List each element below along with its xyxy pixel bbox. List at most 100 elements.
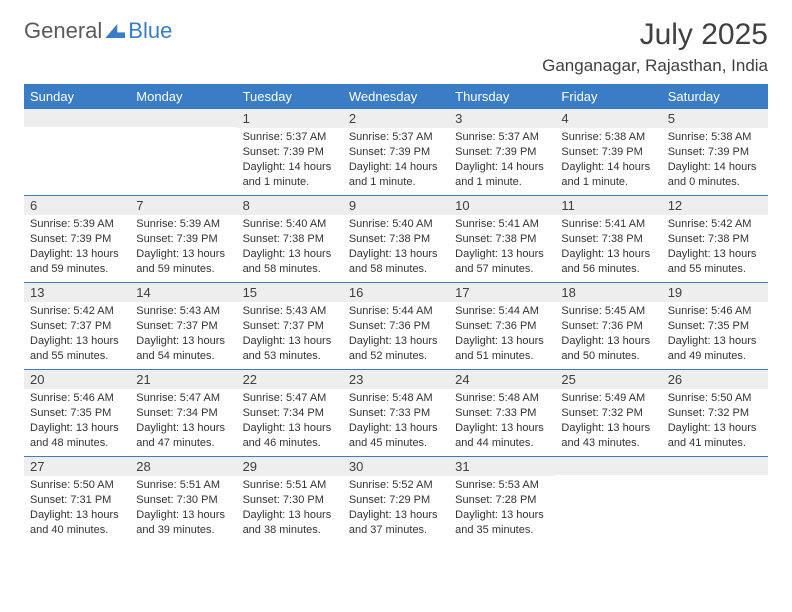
- detail-line: Sunrise: 5:52 AM: [349, 478, 443, 493]
- detail-line: Sunrise: 5:43 AM: [136, 304, 230, 319]
- detail-line: Daylight: 14 hours: [561, 160, 655, 175]
- detail-line: Sunrise: 5:48 AM: [349, 391, 443, 406]
- detail-line: Daylight: 13 hours: [136, 421, 230, 436]
- day-number: 23: [343, 370, 449, 389]
- detail-line: Sunrise: 5:38 AM: [668, 130, 762, 145]
- detail-line: and 49 minutes.: [668, 349, 762, 364]
- day-details: Sunrise: 5:37 AMSunset: 7:39 PMDaylight:…: [449, 128, 555, 193]
- day-cell: 16Sunrise: 5:44 AMSunset: 7:36 PMDayligh…: [343, 283, 449, 369]
- detail-line: and 51 minutes.: [455, 349, 549, 364]
- day-number: 16: [343, 283, 449, 302]
- day-cell: 28Sunrise: 5:51 AMSunset: 7:30 PMDayligh…: [130, 457, 236, 543]
- day-number: 11: [555, 196, 661, 215]
- week-row: 27Sunrise: 5:50 AMSunset: 7:31 PMDayligh…: [24, 457, 768, 543]
- day-cell: 26Sunrise: 5:50 AMSunset: 7:32 PMDayligh…: [662, 370, 768, 456]
- detail-line: Sunset: 7:30 PM: [243, 493, 337, 508]
- day-cell: 29Sunrise: 5:51 AMSunset: 7:30 PMDayligh…: [237, 457, 343, 543]
- day-cell: 1Sunrise: 5:37 AMSunset: 7:39 PMDaylight…: [237, 109, 343, 195]
- detail-line: Daylight: 13 hours: [136, 508, 230, 523]
- day-number: 5: [662, 109, 768, 128]
- day-number: 21: [130, 370, 236, 389]
- day-number: 18: [555, 283, 661, 302]
- detail-line: and 1 minute.: [243, 175, 337, 190]
- detail-line: Daylight: 13 hours: [349, 334, 443, 349]
- detail-line: and 46 minutes.: [243, 436, 337, 451]
- day-cell: 3Sunrise: 5:37 AMSunset: 7:39 PMDaylight…: [449, 109, 555, 195]
- day-number: [24, 109, 130, 127]
- day-cell: 12Sunrise: 5:42 AMSunset: 7:38 PMDayligh…: [662, 196, 768, 282]
- day-header: Thursday: [449, 84, 555, 109]
- detail-line: and 59 minutes.: [30, 262, 124, 277]
- detail-line: Sunrise: 5:46 AM: [30, 391, 124, 406]
- detail-line: Sunset: 7:32 PM: [668, 406, 762, 421]
- detail-line: and 53 minutes.: [243, 349, 337, 364]
- day-details: Sunrise: 5:40 AMSunset: 7:38 PMDaylight:…: [237, 215, 343, 280]
- logo-text-b: Blue: [128, 18, 172, 44]
- day-details: Sunrise: 5:53 AMSunset: 7:28 PMDaylight:…: [449, 476, 555, 541]
- detail-line: Sunrise: 5:50 AM: [668, 391, 762, 406]
- detail-line: and 1 minute.: [349, 175, 443, 190]
- day-cell: 2Sunrise: 5:37 AMSunset: 7:39 PMDaylight…: [343, 109, 449, 195]
- detail-line: and 56 minutes.: [561, 262, 655, 277]
- day-cell: 17Sunrise: 5:44 AMSunset: 7:36 PMDayligh…: [449, 283, 555, 369]
- detail-line: Daylight: 13 hours: [561, 421, 655, 436]
- day-cell: 6Sunrise: 5:39 AMSunset: 7:39 PMDaylight…: [24, 196, 130, 282]
- day-header: Tuesday: [237, 84, 343, 109]
- detail-line: Sunrise: 5:37 AM: [455, 130, 549, 145]
- detail-line: and 58 minutes.: [243, 262, 337, 277]
- week-row: 1Sunrise: 5:37 AMSunset: 7:39 PMDaylight…: [24, 109, 768, 196]
- detail-line: Sunset: 7:37 PM: [136, 319, 230, 334]
- day-number: [130, 109, 236, 127]
- day-cell: 25Sunrise: 5:49 AMSunset: 7:32 PMDayligh…: [555, 370, 661, 456]
- day-cell: 13Sunrise: 5:42 AMSunset: 7:37 PMDayligh…: [24, 283, 130, 369]
- empty-cell: [130, 109, 236, 195]
- day-details: Sunrise: 5:50 AMSunset: 7:31 PMDaylight:…: [24, 476, 130, 541]
- detail-line: and 58 minutes.: [349, 262, 443, 277]
- detail-line: Daylight: 13 hours: [30, 334, 124, 349]
- day-number: 3: [449, 109, 555, 128]
- detail-line: Sunset: 7:38 PM: [243, 232, 337, 247]
- day-details: Sunrise: 5:48 AMSunset: 7:33 PMDaylight:…: [343, 389, 449, 454]
- detail-line: and 59 minutes.: [136, 262, 230, 277]
- detail-line: Sunrise: 5:47 AM: [243, 391, 337, 406]
- detail-line: Daylight: 13 hours: [30, 421, 124, 436]
- day-details: Sunrise: 5:38 AMSunset: 7:39 PMDaylight:…: [555, 128, 661, 193]
- detail-line: Sunset: 7:29 PM: [349, 493, 443, 508]
- detail-line: Sunrise: 5:40 AM: [349, 217, 443, 232]
- day-details: Sunrise: 5:44 AMSunset: 7:36 PMDaylight:…: [343, 302, 449, 367]
- day-headers-row: SundayMondayTuesdayWednesdayThursdayFrid…: [24, 84, 768, 109]
- detail-line: Sunrise: 5:41 AM: [455, 217, 549, 232]
- week-row: 13Sunrise: 5:42 AMSunset: 7:37 PMDayligh…: [24, 283, 768, 370]
- detail-line: and 1 minute.: [455, 175, 549, 190]
- day-number: 28: [130, 457, 236, 476]
- day-number: 13: [24, 283, 130, 302]
- detail-line: Sunset: 7:36 PM: [455, 319, 549, 334]
- detail-line: Daylight: 13 hours: [349, 508, 443, 523]
- day-details: Sunrise: 5:42 AMSunset: 7:38 PMDaylight:…: [662, 215, 768, 280]
- detail-line: and 54 minutes.: [136, 349, 230, 364]
- day-cell: 23Sunrise: 5:48 AMSunset: 7:33 PMDayligh…: [343, 370, 449, 456]
- detail-line: and 41 minutes.: [668, 436, 762, 451]
- detail-line: Sunrise: 5:44 AM: [455, 304, 549, 319]
- detail-line: Sunset: 7:39 PM: [243, 145, 337, 160]
- detail-line: Daylight: 13 hours: [243, 508, 337, 523]
- detail-line: Sunset: 7:34 PM: [243, 406, 337, 421]
- day-number: 12: [662, 196, 768, 215]
- detail-line: Sunset: 7:33 PM: [349, 406, 443, 421]
- detail-line: Sunset: 7:39 PM: [349, 145, 443, 160]
- detail-line: Sunset: 7:38 PM: [349, 232, 443, 247]
- day-number: 10: [449, 196, 555, 215]
- detail-line: Daylight: 13 hours: [455, 508, 549, 523]
- day-details: Sunrise: 5:37 AMSunset: 7:39 PMDaylight:…: [343, 128, 449, 193]
- day-header: Wednesday: [343, 84, 449, 109]
- day-details: Sunrise: 5:45 AMSunset: 7:36 PMDaylight:…: [555, 302, 661, 367]
- detail-line: and 44 minutes.: [455, 436, 549, 451]
- detail-line: Daylight: 14 hours: [243, 160, 337, 175]
- detail-line: and 38 minutes.: [243, 523, 337, 538]
- logo-triangle-icon: [105, 24, 125, 38]
- day-header: Sunday: [24, 84, 130, 109]
- detail-line: Sunset: 7:38 PM: [668, 232, 762, 247]
- day-details: Sunrise: 5:49 AMSunset: 7:32 PMDaylight:…: [555, 389, 661, 454]
- day-number: 14: [130, 283, 236, 302]
- day-details: Sunrise: 5:43 AMSunset: 7:37 PMDaylight:…: [237, 302, 343, 367]
